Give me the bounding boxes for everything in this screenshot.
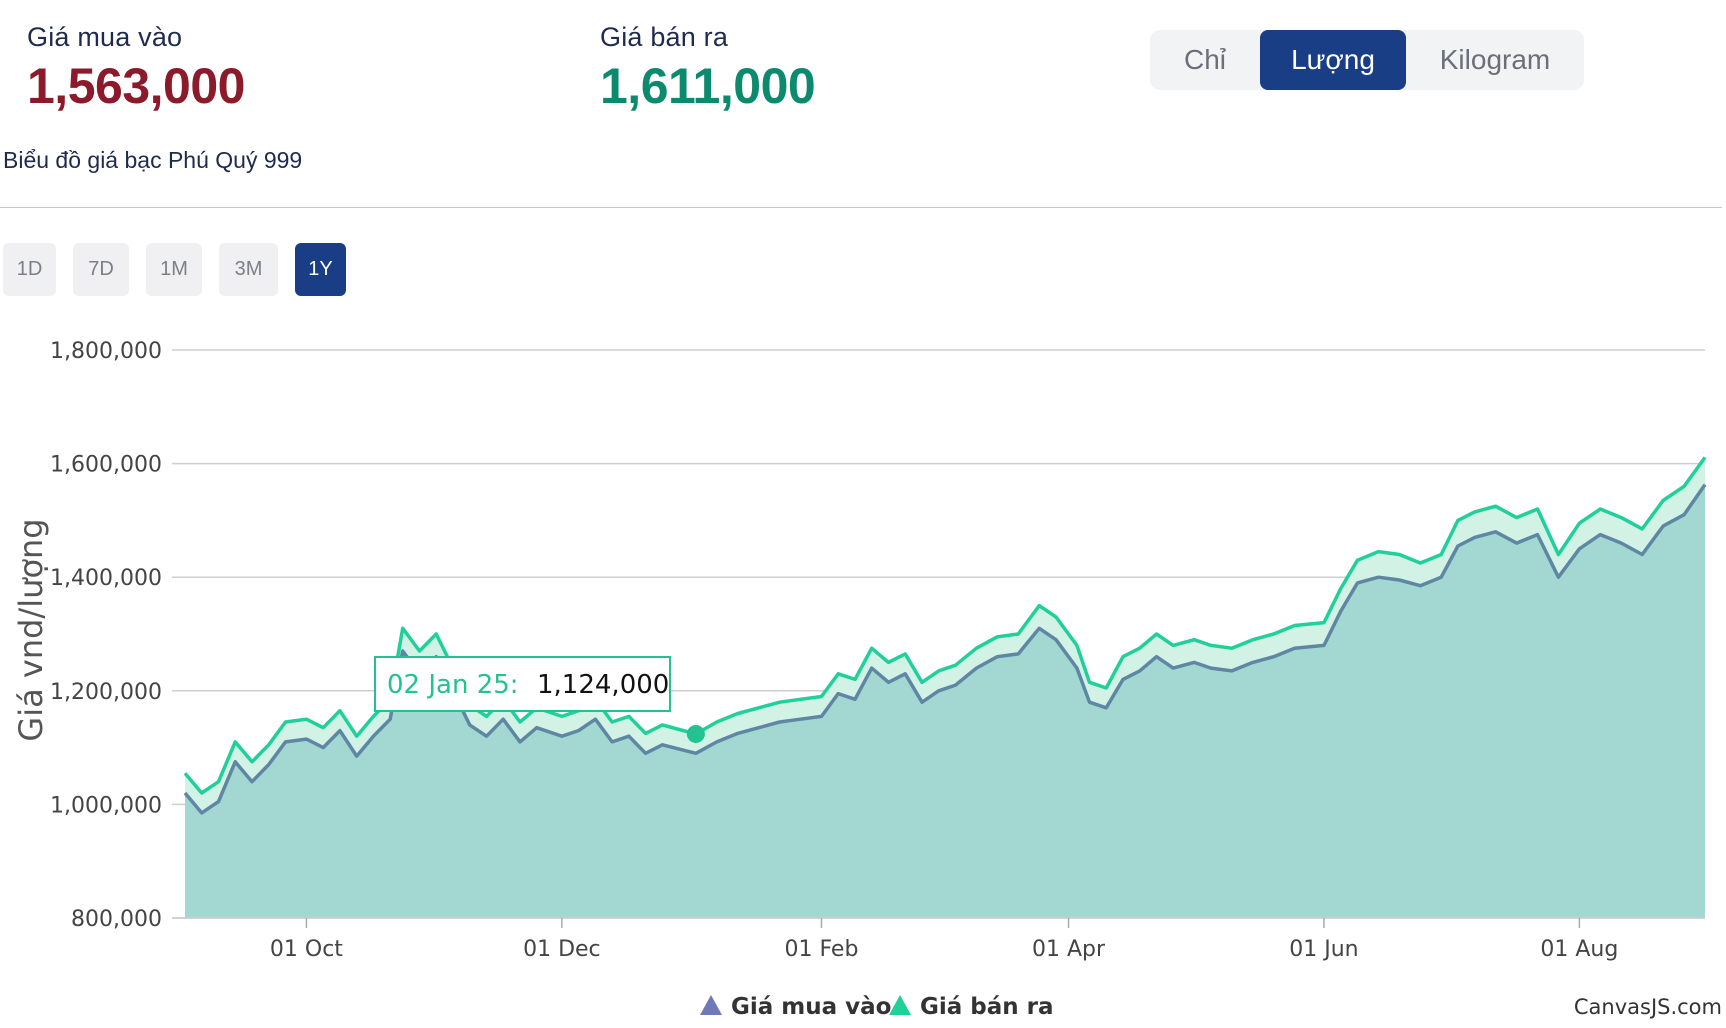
sell-series-line: [183, 456, 1707, 795]
range-7d-button[interactable]: 7D: [73, 243, 129, 296]
chart-legend: Giá mua vào Giá bán ra: [700, 994, 1054, 1020]
tooltip-box: [374, 656, 671, 712]
tooltip-date: 02 Jan 25:: [387, 670, 519, 700]
spread-band-fill: [185, 457, 1705, 813]
y-tick-label: 1,000,000: [50, 793, 162, 818]
y-axis-title: Giá vnd/lượng: [12, 518, 50, 741]
unit-chi-button[interactable]: Chỉ: [1183, 44, 1226, 75]
legend-buy-label[interactable]: Giá mua vào: [731, 994, 891, 1020]
y-tick-label: 1,400,000: [50, 566, 162, 591]
range-3m-button[interactable]: 3M: [219, 243, 278, 296]
legend-buy-marker: [700, 995, 722, 1015]
buy-price-label: Giá mua vào: [27, 22, 183, 52]
range-1d-button[interactable]: 1D: [3, 243, 56, 296]
y-axis-ticks: 800,000 1,000,000 1,200,000 1,400,000 1,600,…: [50, 339, 162, 932]
buy-price-value: 1,563,000: [27, 58, 245, 114]
price-area-chart: 800,000 1,000,000 1,200,000 1,400,000 1,600,…: [12, 339, 1722, 1020]
canvasjs-credit-link[interactable]: CanvasJS.com: [1574, 995, 1722, 1019]
series-layer: [183, 456, 1707, 918]
tooltip-marker: [686, 724, 705, 743]
range-1y-button[interactable]: 1Y: [295, 243, 346, 296]
y-tick-label: 1,600,000: [50, 453, 162, 478]
x-tick-label: 01 Feb: [784, 937, 858, 962]
x-tick-label: 01 Apr: [1032, 937, 1106, 962]
y-tick-label: 800,000: [71, 907, 162, 932]
x-tick-label: 01 Dec: [523, 937, 601, 962]
y-tick-label: 1,200,000: [50, 680, 162, 705]
sell-price-block: Giá bán ra 1,611,000: [600, 22, 816, 115]
chart-tooltip: 02 Jan 25: 1,124,000: [374, 656, 671, 712]
x-tick-label: 01 Jun: [1289, 937, 1358, 962]
y-tick-label: 1,800,000: [50, 339, 162, 364]
tooltip-value: 1,124,000: [537, 670, 669, 700]
unit-luong-button[interactable]: Lượng: [1260, 30, 1406, 90]
range-1m-button[interactable]: 1M: [146, 243, 202, 296]
legend-sell-marker: [889, 995, 911, 1015]
x-tick-label: 01 Oct: [270, 937, 343, 962]
sell-price-label: Giá bán ra: [600, 22, 729, 52]
section-divider: [0, 207, 1722, 208]
sell-price-value: 1,611,000: [600, 58, 816, 114]
unit-toggle-group: Chỉ Lượng Kilogram: [1150, 30, 1584, 90]
unit-kilogram-button[interactable]: Kilogram: [1439, 44, 1551, 75]
buy-price-block: Giá mua vào 1,563,000: [27, 22, 245, 115]
x-tick-label: 01 Aug: [1540, 937, 1618, 962]
x-axis-ticks: 01 Oct 01 Dec 01 Feb 01 Apr 01 Jun 01 Aug: [270, 918, 1618, 962]
range-selector: 1D 7D 1M 3M 1Y: [3, 243, 363, 296]
chart-title: Biểu đồ giá bạc Phú Quý 999: [3, 147, 303, 173]
legend-sell-label[interactable]: Giá bán ra: [920, 994, 1054, 1020]
